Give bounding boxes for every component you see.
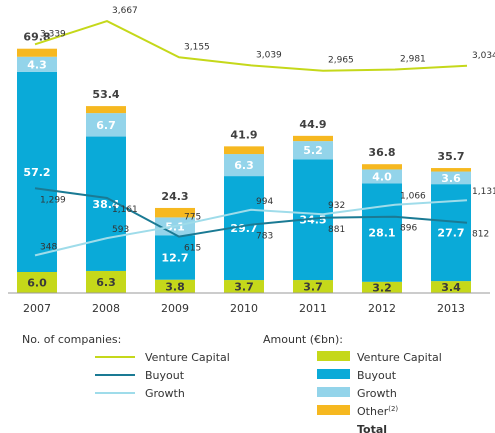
total-label-2011: 44.9: [299, 118, 326, 131]
count-label-buyout-2012: 896: [400, 224, 417, 234]
bar-label-buyout-2013: 27.7: [437, 227, 464, 240]
legend-amount-swatch-other: [317, 405, 350, 415]
bar-buyout-2012: [362, 183, 402, 282]
bar-other-2012: [362, 164, 402, 170]
bar-other-2011: [293, 135, 333, 142]
total-label-2013: 35.7: [437, 150, 464, 163]
x-tick-2007: 2007: [23, 302, 51, 315]
bar-label-buyout-2009: 12.7: [161, 251, 188, 264]
legend-amount-swatch-venture-capital: [317, 351, 350, 361]
bar-growth-2007: [17, 56, 57, 72]
count-label-growth-2012: 1,066: [400, 192, 426, 202]
total-label-2010: 41.9: [230, 128, 257, 141]
legend-count-title: No. of companies:: [22, 333, 121, 346]
x-tick-2010: 2010: [230, 302, 258, 315]
x-tick-2011: 2011: [299, 302, 327, 315]
x-tick-2009: 2009: [161, 302, 189, 315]
bar-label-buyout-2011: 34.5: [299, 214, 326, 227]
bar-other-2010: [224, 146, 264, 155]
x-tick-labels: 2007 2008 2009 2010 2011 2012 2013: [23, 302, 465, 315]
total-label-2008: 53.4: [92, 88, 119, 101]
count-label-venture-capital-2010: 3,039: [256, 50, 282, 60]
bar-label-venture-capital-2010: 3.7: [234, 281, 254, 294]
legend-amount-label-buyout: Buyout: [357, 369, 397, 382]
count-label-growth-2011: 932: [328, 201, 345, 211]
bar-label-growth-2008: 6.7: [96, 119, 116, 132]
legend-amount-label-growth: Growth: [357, 387, 397, 400]
count-label-venture-capital-2009: 3,155: [184, 42, 210, 52]
bar-buyout-2009: [155, 235, 195, 280]
x-tick-2012: 2012: [368, 302, 396, 315]
bar-label-growth-2011: 5.2: [303, 144, 323, 157]
bar-venture-capital-2008: [86, 270, 126, 293]
count-label-buyout-2007: 1,299: [40, 195, 66, 205]
count-label-venture-capital-2007: 3,339: [40, 29, 66, 39]
bar-label-venture-capital-2007: 6.0: [27, 277, 47, 290]
count-label-buyout-2010: 783: [256, 232, 273, 242]
bar-other-2009: [155, 207, 195, 218]
bar-growth-2012: [362, 169, 402, 184]
bar-label-growth-2013: 3.6: [441, 172, 461, 185]
legend-amount-label-other: Other(2): [357, 405, 398, 418]
bar-growth-2013: [431, 171, 471, 185]
legend-amount-swatch-growth: [317, 387, 350, 397]
lines-layer: 3,339 3,667 3,155 3,039 2,965 2,981 3,034 1,299…: [34, 6, 495, 257]
count-label-growth-2009: 775: [184, 212, 201, 222]
bar-other-2013: [431, 168, 471, 172]
line-buyout: [34, 187, 468, 238]
bar-venture-capital-2011: [293, 280, 333, 293]
bar-other-2007: [17, 48, 57, 57]
total-label-2009: 24.3: [161, 190, 188, 203]
legend-total-label: Total: [357, 423, 387, 433]
legend-count-label-buyout: Buyout: [145, 369, 185, 382]
bar-label-buyout-2007: 57.2: [23, 166, 50, 179]
count-label-venture-capital-2012: 2,981: [400, 55, 426, 65]
total-label-2012: 36.8: [368, 146, 395, 159]
bar-label-buyout-2012: 28.1: [368, 227, 395, 240]
count-label-venture-capital-2013: 3,034: [472, 51, 495, 61]
bar-venture-capital-2007: [17, 272, 57, 293]
bar-label-growth-2012: 4.0: [372, 170, 392, 183]
line-growth: [34, 199, 468, 257]
legend-amount-swatch-buyout: [317, 369, 350, 379]
count-label-buyout-2013: 812: [472, 230, 489, 240]
bar-label-venture-capital-2008: 6.3: [96, 276, 116, 289]
count-label-growth-2010: 994: [256, 197, 273, 207]
bar-growth-2008: [86, 113, 126, 137]
bar-label-venture-capital-2013: 3.4: [441, 281, 461, 294]
count-label-buyout-2009: 615: [184, 244, 201, 254]
bar-venture-capital-2009: [155, 279, 195, 293]
count-label-venture-capital-2008: 3,667: [112, 6, 138, 16]
bar-growth-2010: [224, 154, 264, 177]
count-label-growth-2007: 348: [40, 242, 57, 252]
bar-label-venture-capital-2009: 3.8: [165, 280, 185, 293]
bar-label-growth-2007: 4.3: [27, 58, 47, 71]
legend-count-label-venture-capital: Venture Capital: [145, 351, 230, 364]
bar-label-venture-capital-2012: 3.2: [372, 281, 392, 294]
count-label-venture-capital-2011: 2,965: [328, 56, 354, 66]
bar-other-2008: [86, 106, 126, 114]
bar-label-growth-2010: 6.3: [234, 159, 254, 172]
bars-layer: 6.057.24.369.86.338.46.753.43.812.75.124…: [17, 31, 471, 294]
count-label-growth-2008: 593: [112, 225, 129, 235]
count-label-growth-2013: 1,131: [472, 187, 495, 197]
bar-buyout-2007: [17, 71, 57, 272]
legend-amount-label-venture-capital: Venture Capital: [357, 351, 442, 364]
bar-venture-capital-2010: [224, 280, 264, 293]
legend-count-label-growth: Growth: [145, 387, 185, 400]
legend: No. of companies: Venture Capital Buyout Gr…: [22, 333, 442, 433]
bar-venture-capital-2012: [362, 281, 402, 293]
bar-growth-2011: [293, 141, 333, 160]
line-venture-capital: [34, 20, 468, 72]
count-label-buyout-2008: 1,161: [112, 205, 138, 215]
count-label-buyout-2011: 881: [328, 225, 345, 235]
x-tick-2013: 2013: [437, 302, 465, 315]
legend-amount-title: Amount (€bn):: [263, 333, 343, 346]
x-tick-2008: 2008: [92, 302, 120, 315]
legend-footnote-marker: (2): [388, 405, 398, 413]
bar-label-venture-capital-2011: 3.7: [303, 281, 323, 294]
bar-venture-capital-2013: [431, 281, 471, 293]
